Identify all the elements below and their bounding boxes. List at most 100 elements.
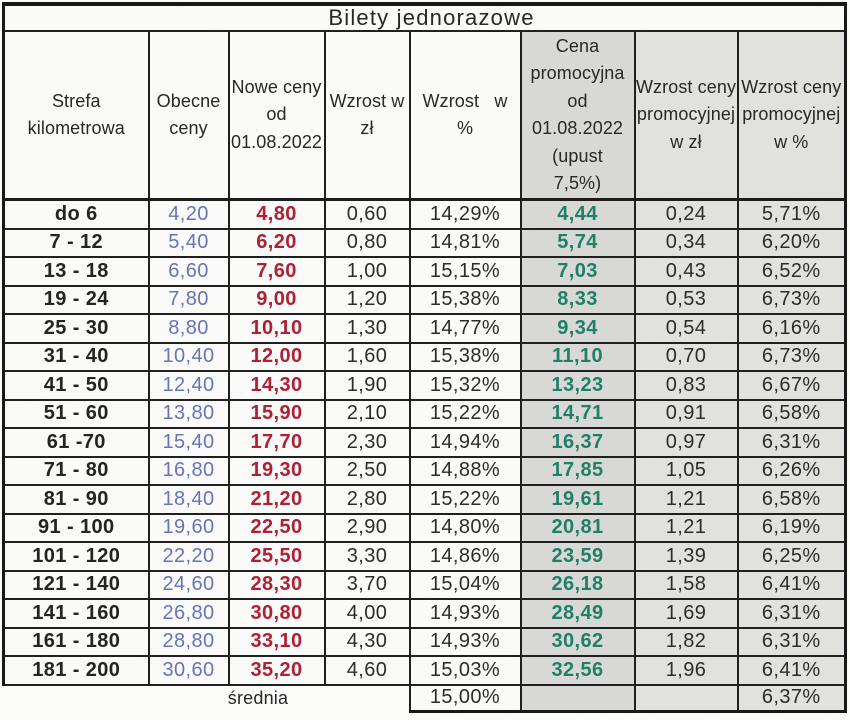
cell-increase-pct: 15,38% [408, 284, 522, 315]
cell-current-price: 18,40 [147, 484, 230, 515]
cell-zone: 71 - 80 [2, 455, 150, 486]
cell-increase-zl: 1,90 [323, 370, 411, 401]
cell-zone: 7 - 12 [2, 227, 150, 258]
column-header-7: Wzrost ceny promocyjnej w zł [633, 30, 739, 201]
data-row-7: 41 - 50 12,40 14,30 1,90 15,32% 13,23 0,83 6,67… [2, 370, 848, 401]
cell-new-price: 33,10 [227, 626, 326, 657]
cell-promo-increase-pct: 6,73% [736, 284, 848, 315]
cell-promo-increase-zl: 1,96 [633, 655, 739, 686]
cell-promo-increase-pct: 6,25% [736, 541, 848, 572]
cell-new-price: 35,20 [227, 655, 326, 686]
cell-increase-pct: 15,22% [408, 398, 522, 429]
cell-zone: 51 - 60 [2, 398, 150, 429]
cell-increase-zl: 4,30 [323, 626, 411, 657]
cell-current-price: 4,20 [147, 198, 230, 230]
cell-zone: 13 - 18 [2, 256, 150, 287]
data-row-17: 181 - 200 30,60 35,20 4,60 15,03% 32,56 1,96 6,… [2, 655, 848, 686]
cell-promo-increase-pct: 6,58% [736, 484, 848, 515]
header-row: Strefa kilometrowa Obecne ceny Nowe ceny o… [2, 30, 848, 201]
cell-current-price: 13,80 [147, 398, 230, 429]
cell-promo-increase-zl: 1,21 [633, 484, 739, 515]
cell-increase-zl: 4,00 [323, 598, 411, 629]
cell-promo-increase-pct: 6,58% [736, 398, 848, 429]
cell-zone: 91 - 100 [2, 512, 150, 543]
summary-empty-promo-increase-zl [633, 683, 739, 713]
cell-promo-increase-pct: 6,31% [736, 598, 848, 629]
column-header-8: Wzrost ceny promocyjnej w % [736, 30, 848, 201]
cell-current-price: 30,60 [147, 655, 230, 686]
cell-new-price: 30,80 [227, 598, 326, 629]
cell-zone: 61 -70 [2, 427, 150, 458]
cell-promo-price: 20,81 [519, 512, 636, 543]
cell-promo-increase-pct: 6,20% [736, 227, 848, 258]
cell-increase-pct: 15,38% [408, 341, 522, 372]
cell-new-price: 25,50 [227, 541, 326, 572]
cell-current-price: 8,80 [147, 313, 230, 344]
cell-promo-price: 13,23 [519, 370, 636, 401]
cell-new-price: 12,00 [227, 341, 326, 372]
cell-new-price: 14,30 [227, 370, 326, 401]
cell-increase-pct: 15,04% [408, 569, 522, 600]
cell-increase-pct: 14,93% [408, 598, 522, 629]
cell-promo-increase-pct: 5,71% [736, 198, 848, 230]
cell-current-price: 24,60 [147, 569, 230, 600]
cell-promo-price: 7,03 [519, 256, 636, 287]
cell-zone: 81 - 90 [2, 484, 150, 515]
cell-promo-increase-zl: 1,21 [633, 512, 739, 543]
cell-increase-zl: 0,80 [323, 227, 411, 258]
cell-increase-zl: 1,00 [323, 256, 411, 287]
cell-promo-increase-zl: 1,82 [633, 626, 739, 657]
column-header-3: Nowe ceny od 01.08.2022 [227, 30, 326, 201]
cell-promo-increase-zl: 0,70 [633, 341, 739, 372]
column-header-5: Wzrost w % [408, 30, 522, 201]
cell-increase-pct: 15,15% [408, 256, 522, 287]
cell-increase-pct: 15,22% [408, 484, 522, 515]
cell-current-price: 15,40 [147, 427, 230, 458]
cell-promo-price: 26,18 [519, 569, 636, 600]
cell-increase-zl: 4,60 [323, 655, 411, 686]
summary-avg-increase-pct: 15,00% [408, 683, 522, 713]
cell-current-price: 26,80 [147, 598, 230, 629]
cell-increase-pct: 14,80% [408, 512, 522, 543]
cell-promo-price: 28,49 [519, 598, 636, 629]
cell-increase-zl: 3,30 [323, 541, 411, 572]
cell-promo-increase-zl: 0,34 [633, 227, 739, 258]
data-row-3: 13 - 18 6,60 7,60 1,00 15,15% 7,03 0,43 6,52% [2, 256, 848, 287]
cell-promo-increase-zl: 1,39 [633, 541, 739, 572]
cell-promo-increase-pct: 6,73% [736, 341, 848, 372]
cell-increase-zl: 2,10 [323, 398, 411, 429]
cell-promo-increase-pct: 6,19% [736, 512, 848, 543]
cell-increase-zl: 3,70 [323, 569, 411, 600]
cell-promo-increase-zl: 0,43 [633, 256, 739, 287]
cell-current-price: 5,40 [147, 227, 230, 258]
cell-zone: 25 - 30 [2, 313, 150, 344]
cell-zone: 141 - 160 [2, 598, 150, 629]
cell-promo-price: 8,33 [519, 284, 636, 315]
cell-new-price: 9,00 [227, 284, 326, 315]
data-row-2: 7 - 12 5,40 6,20 0,80 14,81% 5,74 0,34 6,20% [2, 227, 848, 258]
cell-zone: 181 - 200 [2, 655, 150, 686]
cell-new-price: 17,70 [227, 427, 326, 458]
cell-promo-price: 5,74 [519, 227, 636, 258]
cell-increase-zl: 2,90 [323, 512, 411, 543]
cell-new-price: 10,10 [227, 313, 326, 344]
title-row: Bilety jednorazowe [1, 2, 848, 32]
cell-new-price: 22,50 [227, 512, 326, 543]
cell-promo-price: 19,61 [519, 484, 636, 515]
cell-new-price: 21,20 [227, 484, 326, 515]
cell-promo-price: 32,56 [519, 655, 636, 686]
data-row-5: 25 - 30 8,80 10,10 1,30 14,77% 9,34 0,54 6,16% [2, 313, 848, 344]
cell-promo-increase-zl: 0,83 [633, 370, 739, 401]
data-row-1: do 6 4,20 4,80 0,60 14,29% 4,44 0,24 5,71% [2, 198, 848, 230]
cell-new-price: 28,30 [227, 569, 326, 600]
cell-promo-increase-zl: 0,54 [633, 313, 739, 344]
cell-increase-pct: 14,93% [408, 626, 522, 657]
cell-current-price: 16,80 [147, 455, 230, 486]
cell-promo-increase-zl: 0,53 [633, 284, 739, 315]
data-row-12: 91 - 100 19,60 22,50 2,90 14,80% 20,81 1,21 6,1… [2, 512, 848, 543]
cell-new-price: 6,20 [227, 227, 326, 258]
cell-zone: 101 - 120 [2, 541, 150, 572]
cell-promo-increase-pct: 6,41% [736, 655, 848, 686]
cell-promo-price: 30,62 [519, 626, 636, 657]
cell-zone: 19 - 24 [2, 284, 150, 315]
